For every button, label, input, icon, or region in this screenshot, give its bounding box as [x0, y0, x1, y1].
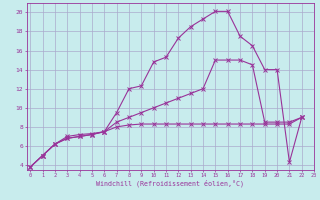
X-axis label: Windchill (Refroidissement éolien,°C): Windchill (Refroidissement éolien,°C) — [96, 180, 244, 187]
